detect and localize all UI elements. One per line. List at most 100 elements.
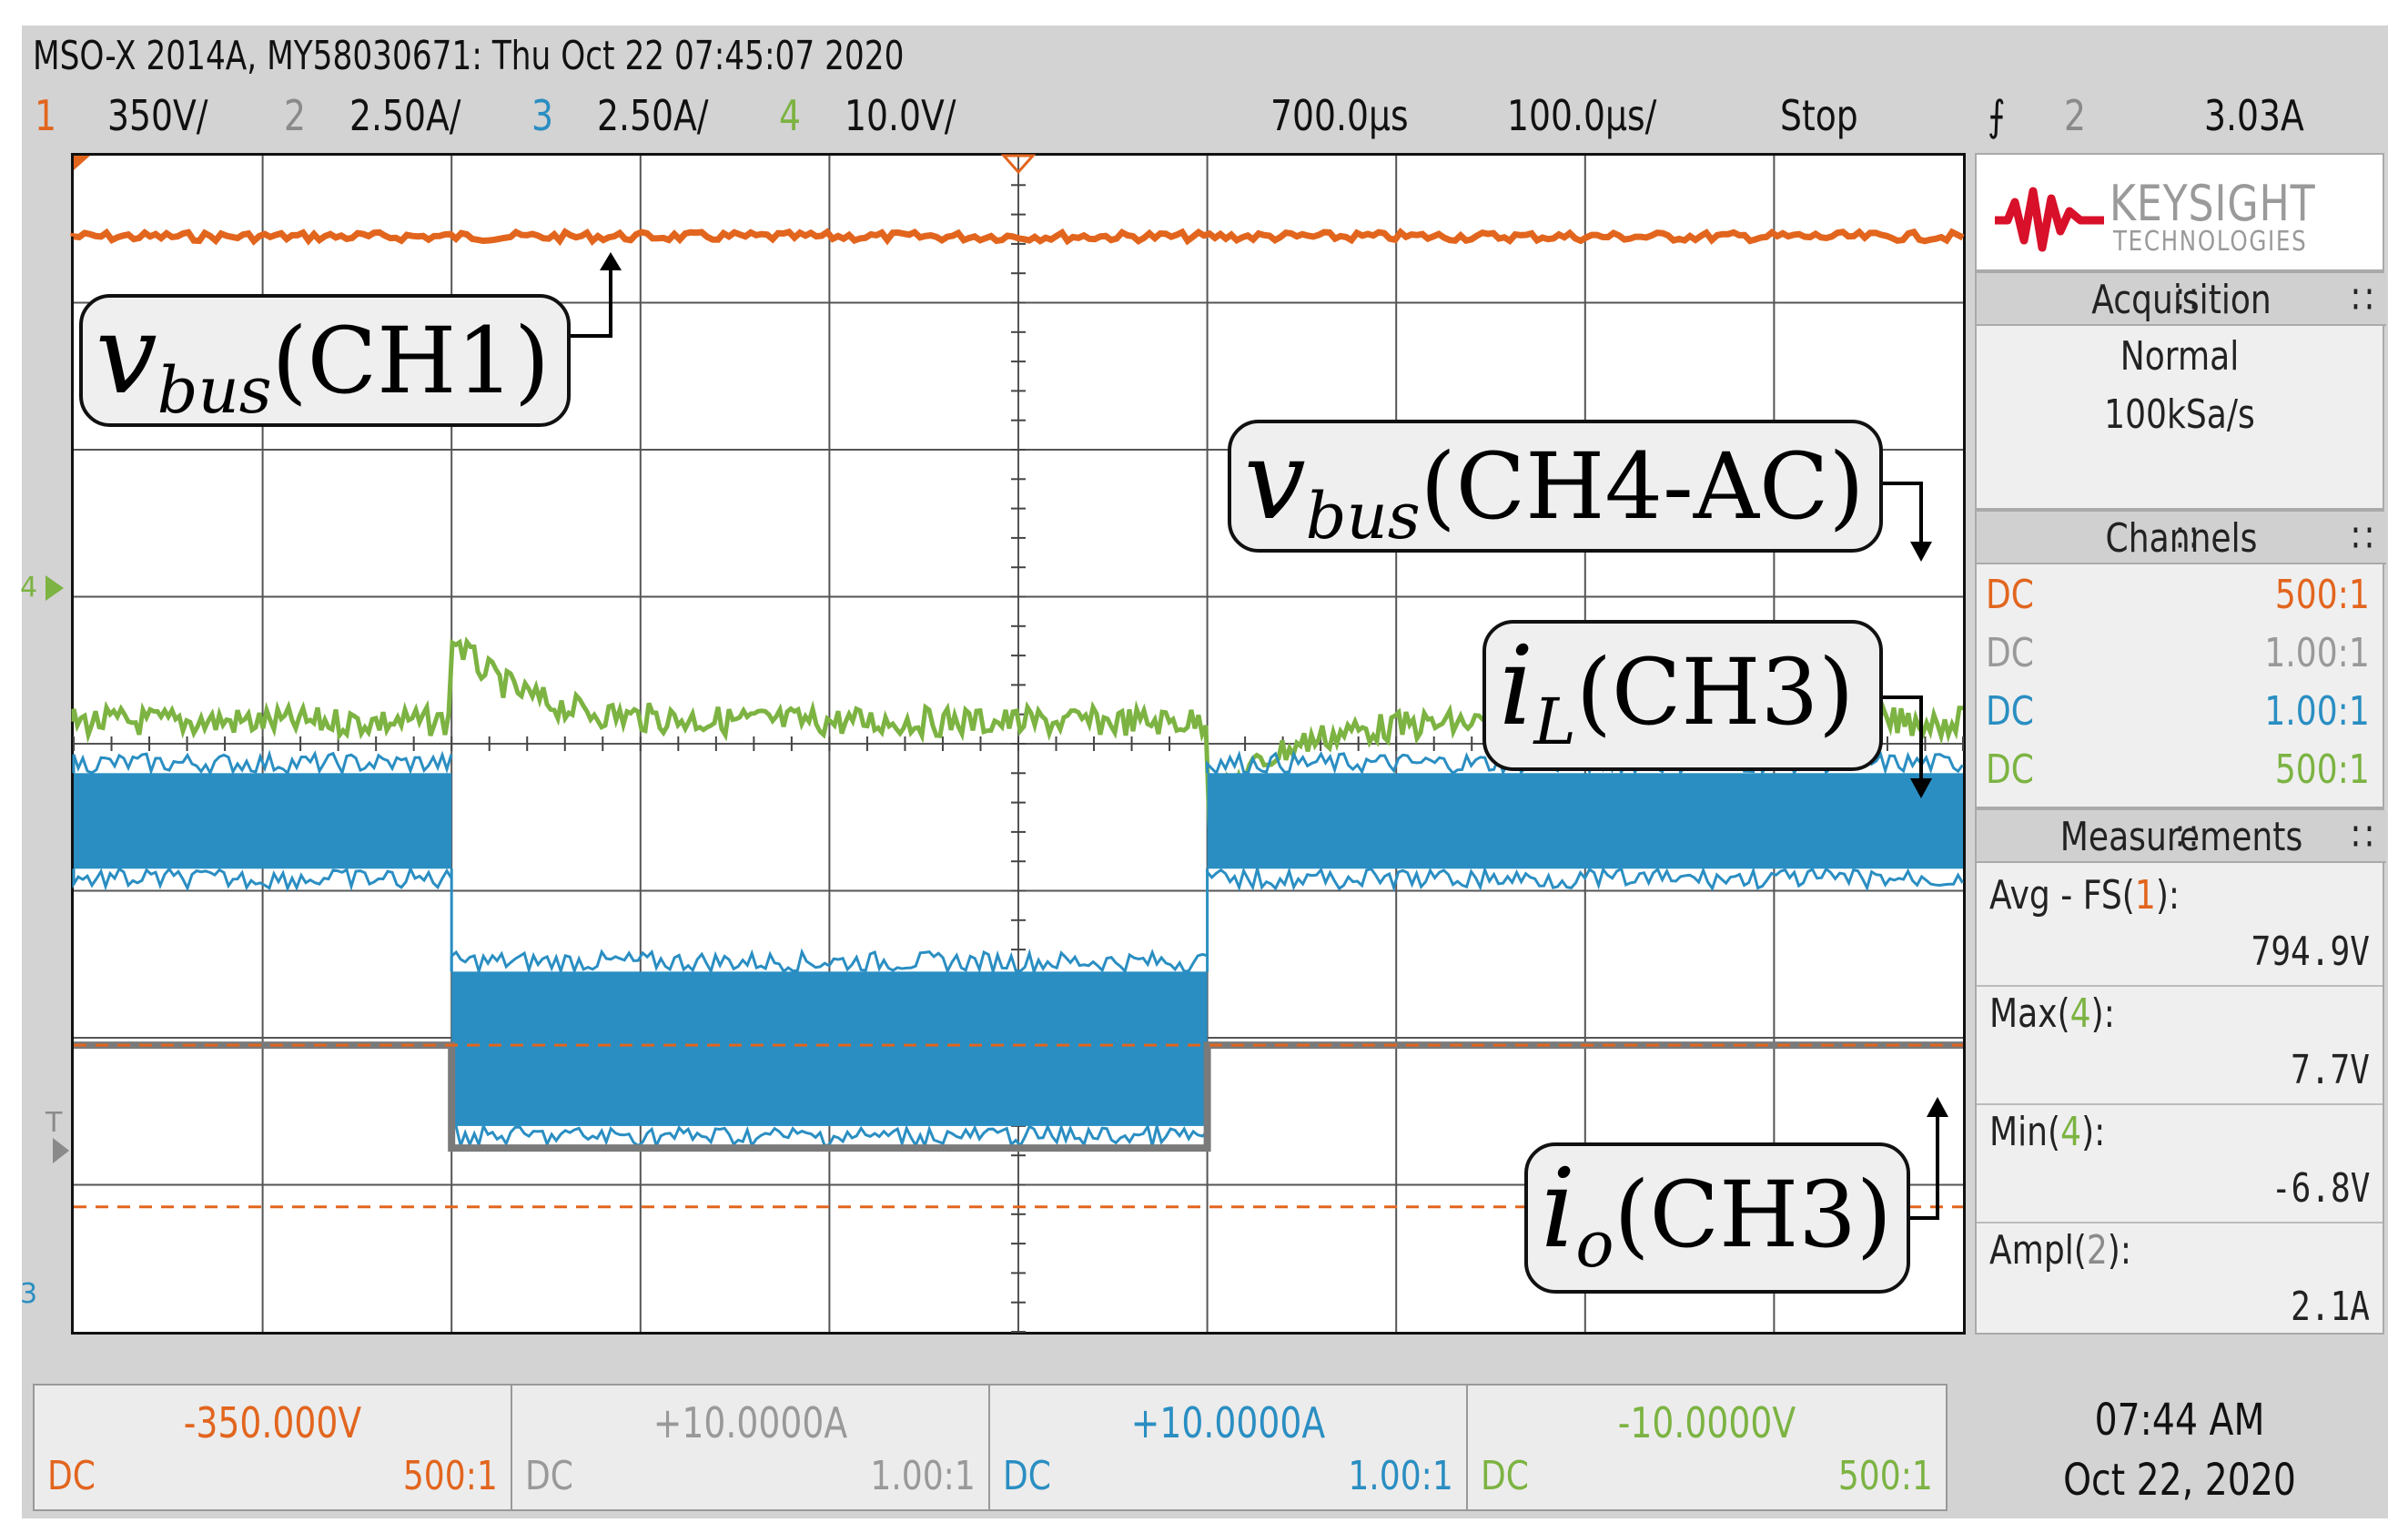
annotation-symbol: i: [1499, 624, 1534, 750]
run-state[interactable]: Stop: [1780, 91, 1858, 140]
ch1-vbus-trace: [70, 228, 1965, 247]
measurement-source: 1: [2134, 872, 2156, 919]
channel-offset-bar: -350.000V DC 500:1 +10.0000A DC 1.00:1 +10.000…: [33, 1384, 1948, 1511]
ch4-ground-arrow-icon[interactable]: [46, 575, 64, 601]
channel-offset-coupling: DC: [525, 1453, 573, 1499]
annotation-subscript: o: [1575, 1207, 1614, 1282]
trigger-level[interactable]: 3.03A: [2204, 91, 2304, 140]
channel-row-coupling[interactable]: DC: [1986, 688, 2034, 735]
ch4-number[interactable]: 4: [779, 91, 802, 140]
channel-offset-coupling: DC: [1003, 1453, 1051, 1499]
measurements-panel[interactable]: ∷ Measurements ∷ Avg - FS(1): 794.9V Max(4…: [1975, 808, 2386, 1335]
annotation-symbol: v: [96, 292, 157, 419]
arrow-head-icon: [1910, 542, 1932, 562]
trigger-edge-icon[interactable]: ⨍: [1988, 91, 2006, 140]
channel-offset-cell[interactable]: -10.0000V DC 500:1: [1468, 1386, 1946, 1509]
channels-heading: Channels: [2105, 515, 2258, 562]
status-line: 1 350V/ 2 2.50A/ 3 2.50A/ 4 10.0V/ 700.0…: [33, 91, 2362, 142]
channel-offset-cell[interactable]: -350.000V DC 500:1: [35, 1386, 512, 1509]
acquisition-rate: 100kSa/s: [2104, 391, 2255, 438]
measurement-label[interactable]: Max(4):: [1989, 990, 2115, 1037]
measurement-paren: ):: [2107, 1227, 2132, 1274]
grip-icon: ∷: [2352, 515, 2373, 562]
annotation-il-ch3: iL(CH3): [1482, 620, 1883, 771]
annotation-io-ch3: io(CH3): [1524, 1142, 1910, 1294]
grip-icon: ∷: [2352, 814, 2373, 860]
clock-date: Oct 22, 2020: [2063, 1455, 2296, 1506]
annotation-channel: (CH1): [271, 308, 550, 414]
annotation-symbol: v: [1244, 418, 1306, 544]
measurement-paren: ):: [2081, 1109, 2106, 1155]
channel-offset-probe: 1.00:1: [1348, 1453, 1453, 1499]
acquisition-header[interactable]: ∷ Acquisition ∷: [1977, 273, 2386, 326]
ch2-ground-arrow-icon[interactable]: [53, 1138, 69, 1163]
measurement-label[interactable]: Min(4):: [1989, 1109, 2105, 1155]
acquisition-heading: Acquisition: [2091, 277, 2271, 323]
ch3-il-band-right: [1207, 773, 1963, 869]
channel-row-probe[interactable]: 1.00:1: [2264, 688, 2370, 735]
measurement-label-text: Avg - FS(: [1989, 872, 2135, 919]
grip-icon: ∷: [2176, 515, 2198, 562]
ch1-scale[interactable]: 350V/: [107, 91, 208, 140]
measurement-divider: [1977, 985, 2383, 987]
measurement-source: 4: [2069, 990, 2091, 1037]
ch3-il-band-mid-noise-top: [450, 948, 1208, 978]
time-delay[interactable]: 700.0µs: [1270, 91, 1409, 140]
brand-panel: KEYSIGHT TECHNOLOGIES: [1975, 153, 2384, 271]
brand-sub: TECHNOLOGIES: [2113, 226, 2308, 258]
ch4-ground-marker[interactable]: 4: [20, 572, 38, 604]
ch3-il-band-right-noise-bottom: [1206, 865, 1964, 892]
measurement-source: 4: [2060, 1109, 2082, 1155]
ch3-il-band-left: [74, 773, 452, 869]
channel-row-probe[interactable]: 500:1: [2275, 746, 2370, 793]
annotation-arrow-il: [1881, 695, 1923, 784]
channel-offset-cell[interactable]: +10.0000A DC 1.00:1: [512, 1386, 990, 1509]
ch3-il-band-left-noise-bottom: [72, 865, 453, 893]
trigger-channel[interactable]: 2: [2064, 91, 2087, 140]
ch3-number[interactable]: 3: [531, 91, 554, 140]
trigger-point-marker-icon: [1000, 154, 1037, 175]
grip-icon: ∷: [2176, 277, 2198, 323]
measurement-label[interactable]: Avg - FS(1):: [1989, 872, 2180, 919]
measurement-label-text: Max(: [1989, 990, 2070, 1037]
annotation-arrow-ch4: [1881, 482, 1923, 547]
ch3-scale[interactable]: 2.50A/: [597, 91, 709, 140]
measurement-value: 794.9V: [2251, 929, 2370, 975]
side-panel: KEYSIGHT TECHNOLOGIES ∷ Acquisition ∷ No…: [1975, 153, 2386, 1335]
channel-row-probe[interactable]: 1.00:1: [2264, 630, 2370, 676]
channels-header[interactable]: ∷ Channels ∷: [1977, 512, 2386, 564]
channel-offset-probe: 1.00:1: [870, 1453, 976, 1499]
clock: 07:44 AM Oct 22, 2020: [1975, 1384, 2384, 1511]
ch4-scale[interactable]: 10.0V/: [845, 91, 956, 140]
channel-row-coupling[interactable]: DC: [1986, 572, 2034, 618]
annotation-symbol: i: [1541, 1146, 1576, 1273]
time-scale[interactable]: 100.0µs/: [1507, 91, 1657, 140]
measurements-header[interactable]: ∷ Measurements ∷: [1977, 810, 2386, 863]
acquisition-panel[interactable]: ∷ Acquisition ∷ Normal 100kSa/s: [1975, 271, 2386, 510]
ch2-ground-marker[interactable]: T: [46, 1107, 63, 1139]
annotation-channel: (CH4-AC): [1420, 433, 1865, 540]
ch2-scale[interactable]: 2.50A/: [349, 91, 461, 140]
ch1-number[interactable]: 1: [35, 91, 57, 140]
ch2-number[interactable]: 2: [284, 91, 307, 140]
channel-offset-probe: 500:1: [1838, 1453, 1933, 1499]
channel-offset-coupling: DC: [1481, 1453, 1529, 1499]
channel-row-probe[interactable]: 500:1: [2275, 572, 2370, 618]
clock-time: 07:44 AM: [2094, 1395, 2265, 1446]
annotation-arrow-ch1: [565, 265, 612, 338]
keysight-wave-icon: [1995, 187, 2104, 252]
annotation-vbus-ch1: vbus(CH1): [79, 292, 571, 428]
measurement-label[interactable]: Ampl(2):: [1989, 1227, 2131, 1274]
channel-offset-cell[interactable]: +10.0000A DC 1.00:1: [990, 1386, 1468, 1509]
channel-row-coupling[interactable]: DC: [1986, 630, 2034, 676]
channel-row-coupling[interactable]: DC: [1986, 746, 2034, 793]
measurement-divider: [1977, 1103, 2383, 1105]
instrument-title: MSO-X 2014A, MY58030671: Thu Oct 22 07:4…: [33, 33, 905, 79]
waveform-display[interactable]: vbus(CH1) vbus(CH4-AC) iL(CH3) io(CH3): [70, 153, 1966, 1335]
annotation-subscript: bus: [157, 353, 272, 428]
acquisition-mode: Normal: [2120, 333, 2240, 380]
measurements-heading: Measurements: [2059, 814, 2303, 860]
annotation-channel: (CH3): [1575, 639, 1855, 746]
channels-panel[interactable]: ∷ Channels ∷ DC 500:1 DC 1.00:1 DC 1.00:1 DC 50…: [1975, 510, 2386, 808]
ch3-ground-marker[interactable]: 3: [20, 1278, 38, 1310]
